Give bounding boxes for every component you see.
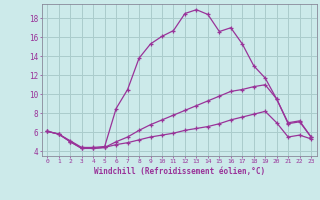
X-axis label: Windchill (Refroidissement éolien,°C): Windchill (Refroidissement éolien,°C) bbox=[94, 167, 265, 176]
